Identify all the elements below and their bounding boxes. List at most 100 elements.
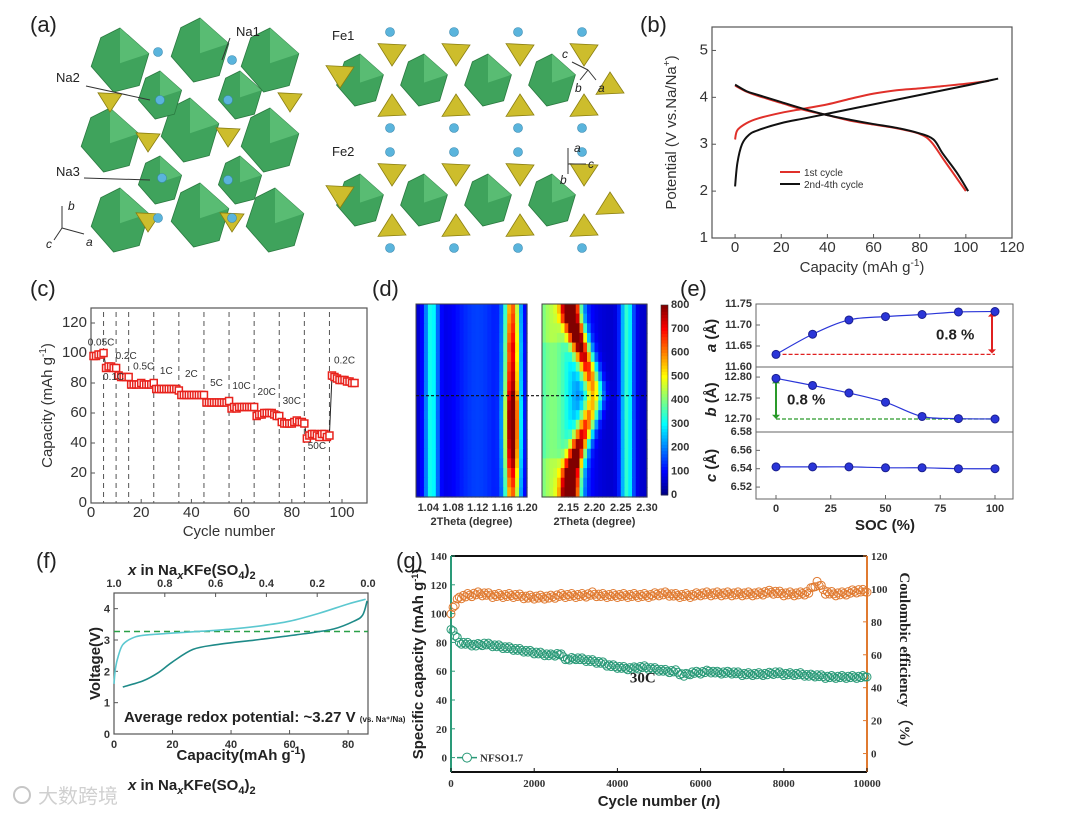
heatmap-cell	[479, 313, 484, 324]
heatmap-cell	[620, 342, 626, 353]
heatmap-cell	[416, 381, 421, 392]
colorbar-frame	[660, 304, 669, 496]
heatmap-cell	[579, 468, 584, 479]
ce-point	[448, 602, 458, 612]
heatmap-cell	[511, 304, 516, 315]
heatmap-cell	[628, 371, 633, 382]
ce-point	[718, 588, 728, 598]
heatmap-cell	[643, 419, 648, 431]
heatmap-cell	[447, 429, 453, 440]
heatmap-cell	[617, 332, 622, 344]
heatmap-cell	[605, 439, 611, 450]
axis-arrow-a	[61, 227, 85, 235]
heatmap-cell	[511, 313, 516, 324]
heatmap-cell	[594, 352, 599, 363]
heatmap-cell	[435, 371, 441, 382]
heatmap-cell	[483, 448, 488, 459]
heatmap-cell	[499, 361, 504, 373]
heatmap-cell	[515, 448, 520, 459]
heatmap-cell	[443, 332, 449, 344]
heatmap-cell	[635, 381, 641, 392]
capacity-point	[791, 668, 801, 678]
heatmap-cell	[471, 468, 477, 479]
heatmap-cell	[435, 313, 441, 324]
colorbar-segment	[661, 409, 668, 414]
heatmap-cell	[515, 477, 520, 488]
heatmap-cell	[598, 400, 603, 411]
na-atom	[449, 123, 459, 133]
heatmap-cell	[515, 410, 520, 421]
heatmap-cell	[439, 332, 445, 344]
heatmap-cell	[491, 477, 496, 488]
chart-c-rate-capability: 0 20 40 60 80 1000204060801001200.05C0.1C0.2C…	[38, 307, 368, 540]
heatmap-cell	[598, 419, 603, 431]
heatmap-cell	[475, 477, 481, 488]
heatmap-cell	[568, 468, 573, 479]
heatmap-cell	[487, 332, 492, 344]
axis-arrow-c	[571, 61, 589, 71]
y-axis-label: Potential (V vs.Na/Na+)	[662, 55, 680, 209]
heatmap-cell	[564, 439, 569, 450]
heatmap-cell	[479, 323, 484, 334]
heatmap-cell	[628, 458, 633, 469]
colorbar-segment	[661, 488, 668, 493]
heatmap-cell	[463, 439, 469, 450]
heatmap-cell	[495, 419, 500, 431]
heatmap-cell	[624, 400, 629, 411]
heatmap-cell	[624, 361, 629, 373]
heatmap-cell	[639, 439, 644, 450]
plot-frame	[113, 592, 369, 735]
heatmap-cell	[594, 429, 599, 440]
octahedron-face	[360, 54, 384, 83]
heatmap-cell	[575, 323, 581, 334]
heatmap-cell	[475, 448, 481, 459]
caption-x: x	[127, 777, 137, 794]
heatmap-cell	[447, 487, 453, 498]
heatmap-cell	[598, 361, 603, 373]
heatmap-cell	[459, 361, 465, 373]
heatmap-cell	[487, 400, 492, 411]
heatmap-cell	[620, 477, 626, 488]
y-label-unit: (Å)	[703, 319, 720, 344]
ce-point	[488, 592, 498, 602]
heatmap-cell	[439, 371, 445, 382]
heatmap-cell	[519, 468, 524, 479]
heatmap-cell	[463, 390, 469, 402]
heatmap-cell	[560, 429, 566, 440]
heatmap-cell	[511, 458, 516, 469]
y-tick-label: 11.65	[725, 340, 752, 352]
y-tick-label: 12.80	[724, 371, 752, 383]
heatmap-cell	[575, 487, 581, 498]
heatmap-cell	[487, 439, 492, 450]
heatmap-cell	[579, 400, 584, 411]
heatmap-cell	[613, 304, 618, 315]
heatmap-cell	[557, 313, 562, 324]
heatmap-cell	[628, 477, 633, 488]
label-fe1: Fe1	[332, 28, 354, 43]
y-tick-label: 120	[431, 580, 448, 592]
top-x-tick-label: 0.4	[259, 578, 275, 590]
ce-point	[833, 588, 843, 598]
crystal-structure-panel	[80, 17, 625, 253]
heatmap-cell	[624, 304, 629, 315]
heatmap-cell	[572, 361, 577, 373]
y-tick-label: 2	[700, 182, 708, 199]
heatmap-cell	[587, 313, 592, 324]
heatmap-cell	[609, 487, 614, 498]
heatmap-cell	[635, 468, 641, 479]
heatmap-cell	[483, 458, 488, 469]
na-atom	[223, 95, 233, 105]
heatmap-cell	[549, 477, 554, 488]
heatmap-cell	[419, 371, 425, 382]
octahedron-face	[424, 174, 448, 203]
heatmap-cell	[431, 400, 437, 411]
heatmap-cell	[632, 342, 637, 353]
heatmap-cell	[583, 429, 588, 440]
heatmap-cell	[549, 400, 554, 411]
heatmap-cell	[503, 313, 508, 324]
heatmap-cell	[609, 439, 614, 450]
heatmap-cell	[451, 323, 457, 334]
heatmap-cell	[467, 477, 473, 488]
ce-point	[465, 590, 475, 600]
heatmap-cell	[602, 332, 607, 344]
